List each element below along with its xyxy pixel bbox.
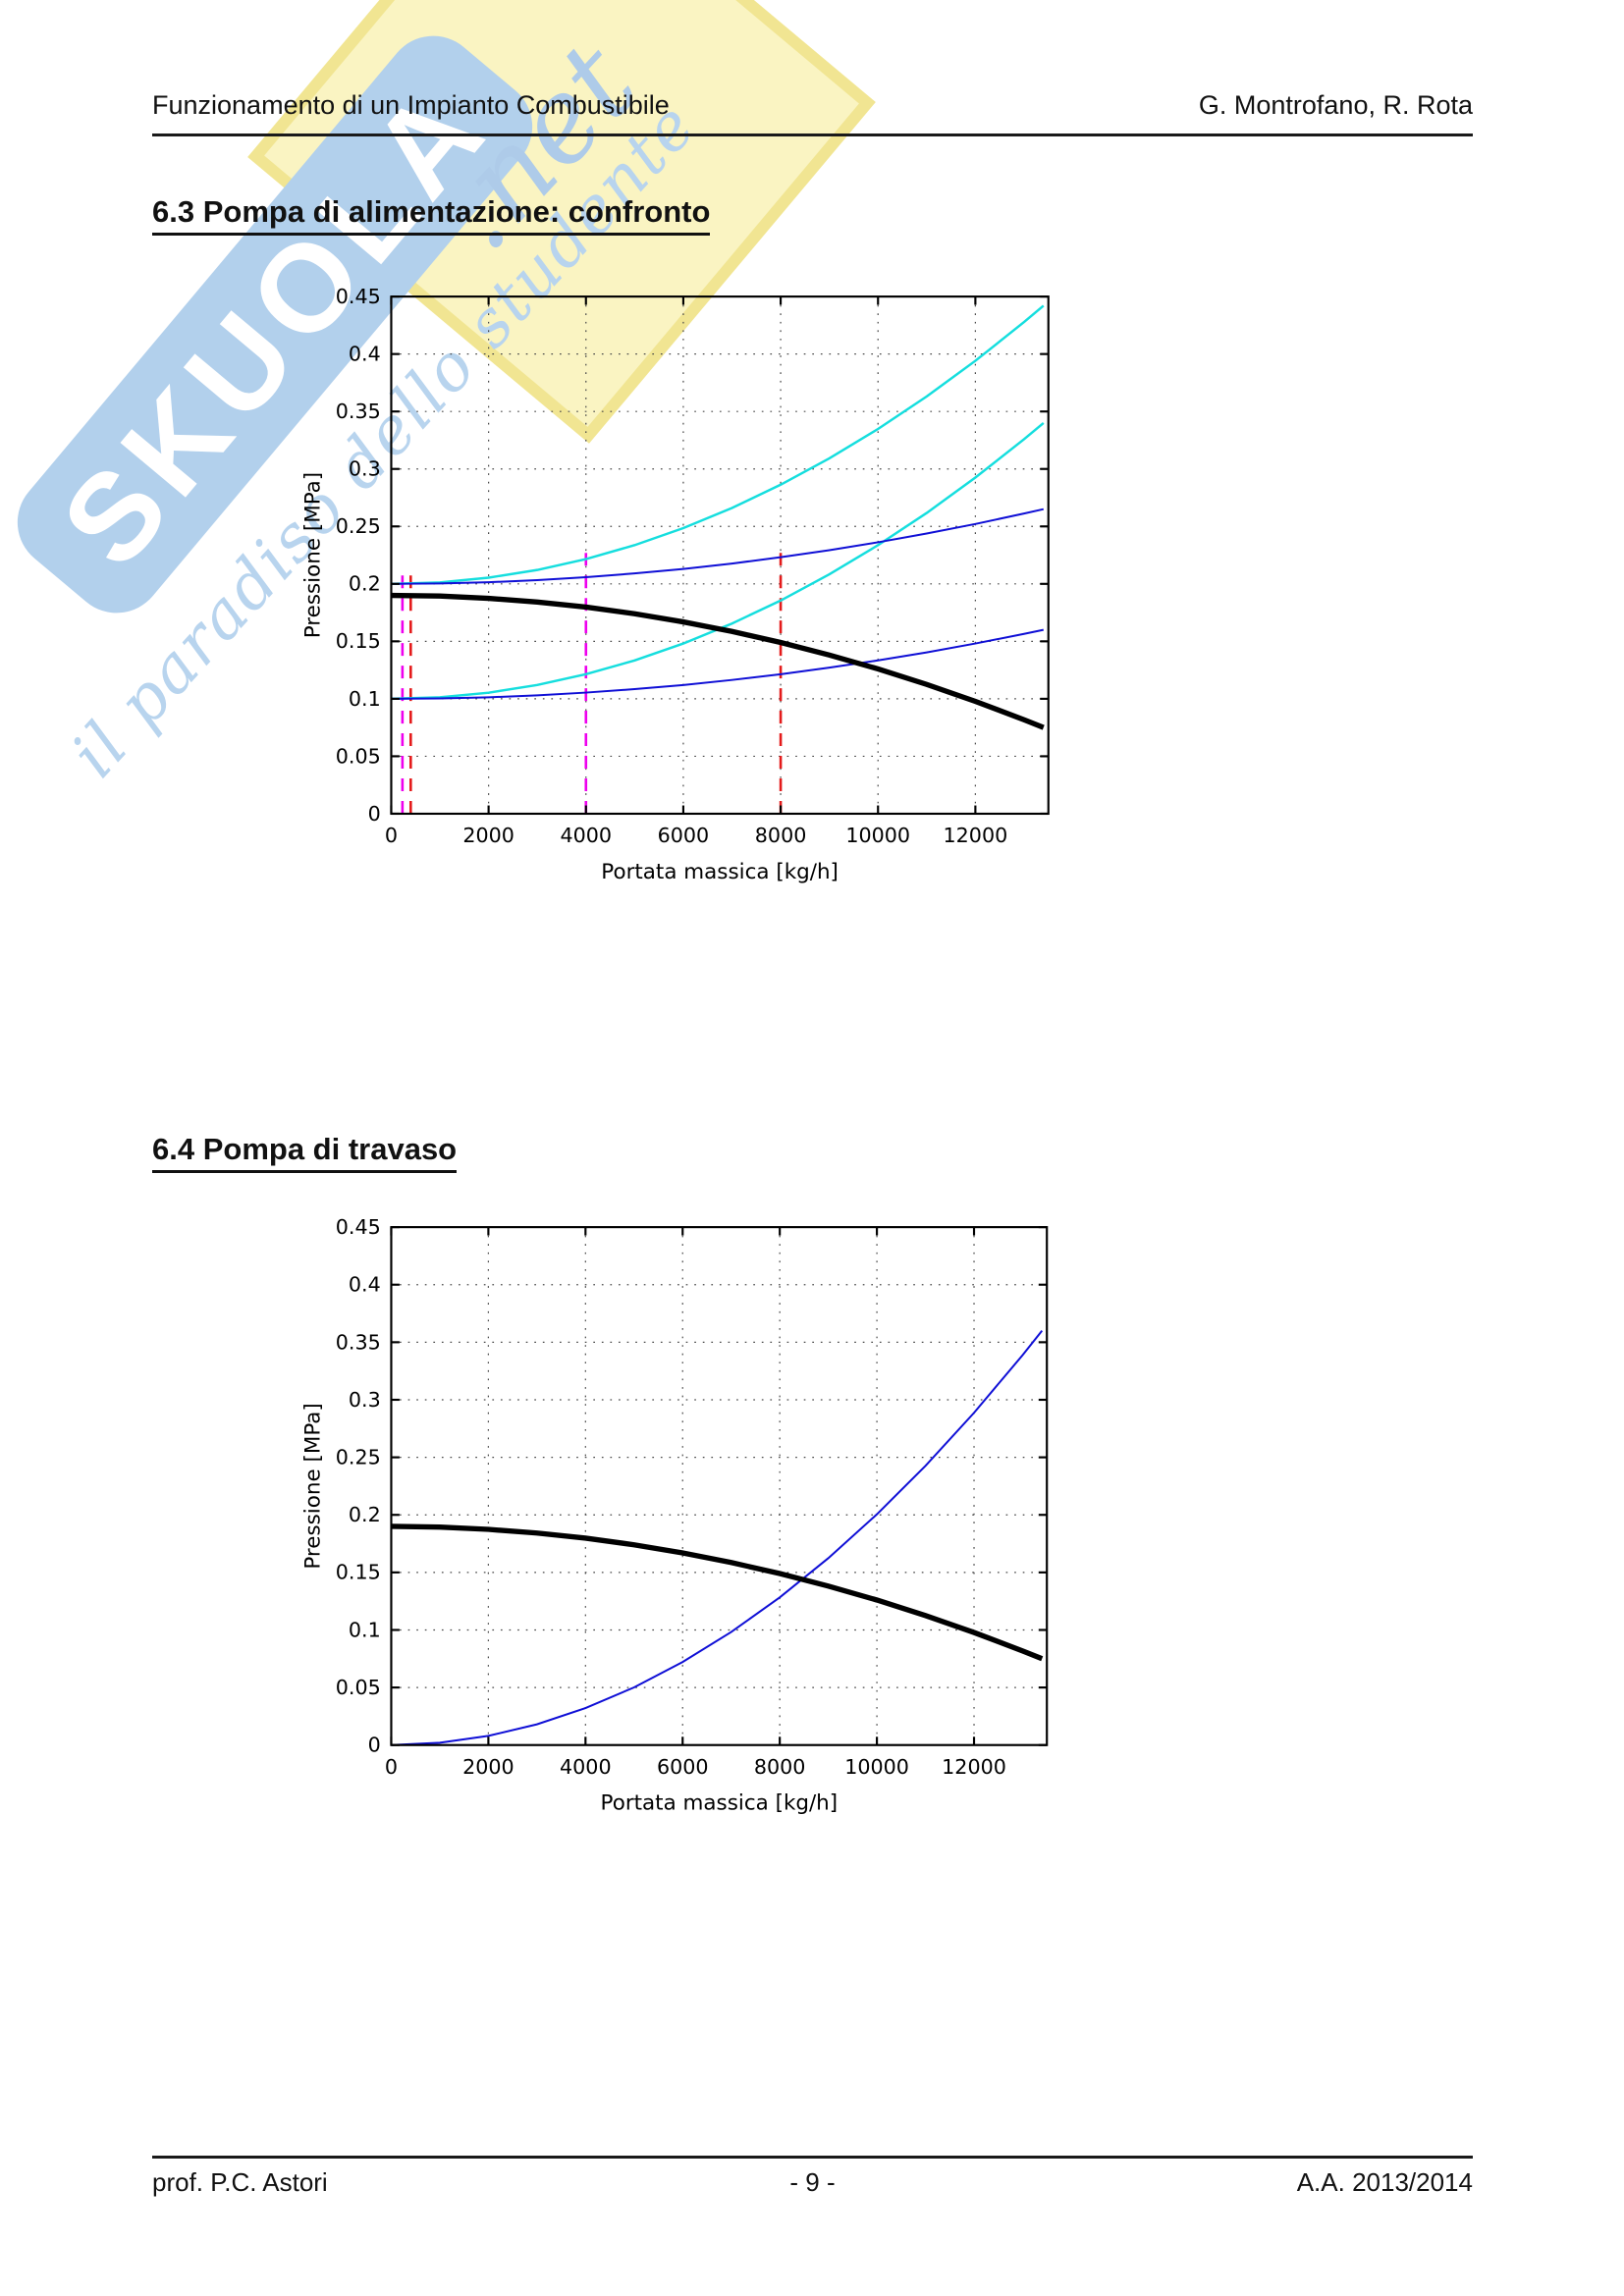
series-pump-characteristic-black: [391, 1523, 1044, 1662]
y-tick-label: 0.35: [336, 1330, 381, 1354]
y-axis-label: Pressione [MPa]: [301, 1403, 326, 1569]
y-tick-label: 0.1: [349, 687, 381, 711]
series-circuit-curve-cyan-lower: [391, 421, 1045, 701]
y-tick-label: 0.4: [349, 343, 381, 366]
chart-pompa-travaso: 0 0.05 0.1 0.15 0.2 0.25 0.3 0.35 0.4 0.45 0 2000 40…: [301, 1215, 1049, 1816]
y-tick-label: 0.15: [336, 629, 381, 653]
y-tick-label: 0.3: [349, 1388, 381, 1412]
x-tick-label: 2000: [462, 1755, 514, 1779]
series-circuit-curve-blue: [391, 1330, 1044, 1746]
y-tick-label: 0.25: [336, 1446, 381, 1469]
chart-pompa-alimentazione-confronto: 0 0.05 0.1 0.15 0.2 0.25 0.3 0.35 0.4 0.45 0 2000 40…: [301, 285, 1050, 884]
x-tick-label: 8000: [754, 1755, 806, 1779]
section-heading-6-3: 6.3 Pompa di alimentazione: confronto: [152, 194, 711, 236]
x-tick-label: 6000: [658, 824, 710, 847]
section-heading-6-4: 6.4 Pompa di travaso: [152, 1132, 458, 1173]
series-circuit-curve-blue-upper: [391, 507, 1045, 585]
series: [391, 1330, 1044, 1746]
tick-labels: 0 0.05 0.1 0.15 0.2 0.25 0.3 0.35 0.4 0.45 0 2000 40…: [336, 1215, 1006, 1779]
x-tick-label: 12000: [942, 1755, 1006, 1779]
y-axis-label: Pressione [MPa]: [301, 472, 326, 638]
page-footer: prof. P.C. Astori - 9 - A.A. 2013/2014: [152, 2167, 1473, 2198]
series-pump-characteristic-black: [391, 592, 1045, 730]
x-tick-label: 6000: [657, 1755, 709, 1779]
axes: [390, 1226, 1049, 1746]
y-tick-label: 0.1: [349, 1618, 381, 1641]
x-tick-label: 10000: [845, 824, 910, 847]
y-tick-label: 0.3: [349, 457, 381, 481]
x-tick-label: 8000: [755, 824, 807, 847]
x-tick-label: 4000: [560, 1755, 612, 1779]
x-tick-label: 0: [385, 1755, 398, 1779]
y-tick-label: 0.4: [349, 1273, 381, 1297]
x-tick-label: 0: [385, 824, 398, 847]
y-tick-label: 0: [368, 1734, 381, 1757]
page-header: Funzionamento di un Impianto Combustibil…: [152, 90, 1473, 136]
y-tick-label: 0.45: [336, 1215, 381, 1239]
watermark-brand-suffix: .net: [408, 17, 663, 276]
x-tick-label: 4000: [560, 824, 612, 847]
y-tick-label: 0.45: [336, 285, 381, 308]
footer-professor: prof. P.C. Astori: [152, 2167, 328, 2197]
header-title: Funzionamento di un Impianto Combustibil…: [152, 90, 670, 120]
x-axis-label: Portata massica [kg/h]: [601, 1791, 839, 1816]
x-axis-label: Portata massica [kg/h]: [601, 860, 839, 884]
footer-page-number: - 9 -: [789, 2167, 836, 2197]
x-tick-label: 10000: [844, 1755, 909, 1779]
y-tick-label: 0.2: [349, 572, 381, 596]
grid: [391, 296, 1049, 814]
x-tick-label: 12000: [944, 824, 1008, 847]
y-tick-label: 0: [368, 802, 381, 826]
axes: [390, 295, 1050, 816]
y-tick-label: 0.15: [336, 1561, 381, 1584]
footer-rule: [152, 2156, 1473, 2159]
footer-academic-year: A.A. 2013/2014: [1296, 2167, 1473, 2197]
y-tick-label: 0.05: [336, 744, 381, 768]
y-tick-label: 0.35: [336, 400, 381, 423]
tick-labels: 0 0.05 0.1 0.15 0.2 0.25 0.3 0.35 0.4 0.45 0 2000 40…: [336, 285, 1007, 847]
header-authors: G. Montrofano, R. Rota: [1198, 90, 1473, 120]
y-tick-label: 0.25: [336, 514, 381, 538]
series-circuit-curve-blue-lower: [391, 628, 1044, 700]
grid: [391, 1227, 1048, 1745]
x-tick-label: 2000: [462, 824, 514, 847]
vlines: [401, 553, 783, 814]
y-tick-label: 0.2: [349, 1503, 381, 1526]
y-tick-label: 0.05: [336, 1676, 381, 1699]
